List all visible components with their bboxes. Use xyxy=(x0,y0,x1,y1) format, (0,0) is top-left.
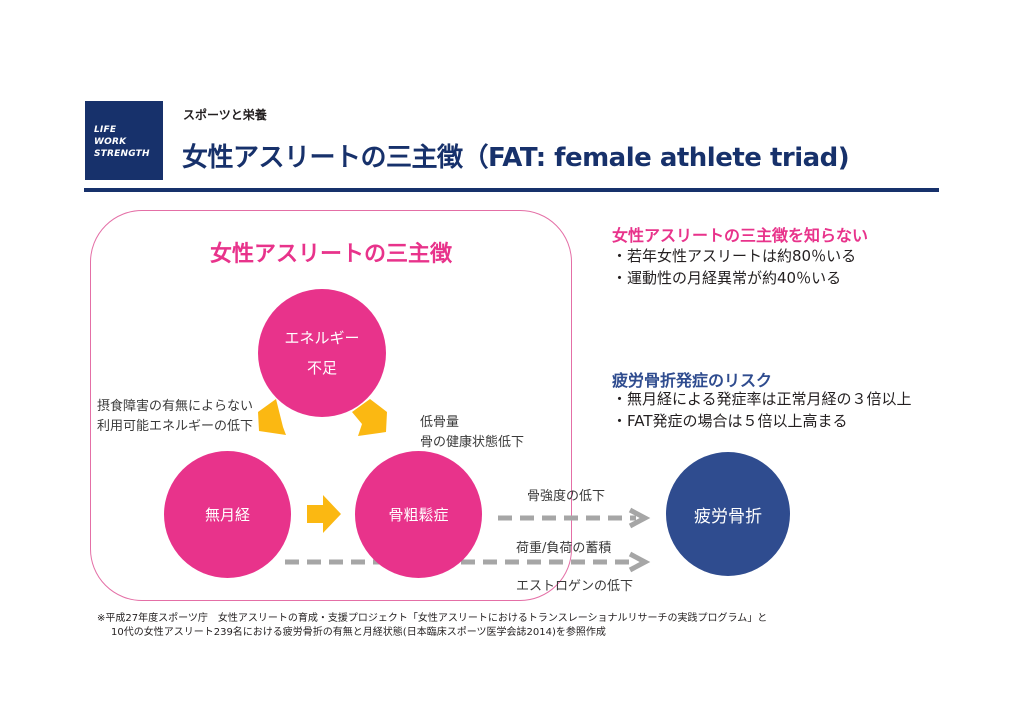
title-divider xyxy=(84,188,939,192)
source-note: ※平成27年度スポーツ庁 女性アスリートの育成・支援プロジェクト「女性アスリート… xyxy=(97,612,767,640)
brand-logo: LIFE WORK STRENGTH xyxy=(85,101,163,180)
unaware-item: ・若年女性アスリートは約80％いる xyxy=(612,247,857,265)
dash-load-head xyxy=(628,551,651,573)
arrow-right-down xyxy=(352,399,387,436)
source-line2: 10代の女性アスリート239名における疲労骨折の有無と月経状態(日本臨床スポーツ… xyxy=(111,627,606,638)
node-stress-fracture: 疲労骨折 xyxy=(666,452,790,576)
risk-heading: 疲労骨折発症のリスク xyxy=(612,371,773,390)
triad-frame xyxy=(90,210,572,601)
unaware-item: ・運動性の月経異常が約40％いる xyxy=(612,269,842,287)
node-amenorrhea: 無月経 xyxy=(164,451,291,578)
risk-item: ・FAT発症の場合は５倍以上高まる xyxy=(612,412,848,430)
unaware-list: ・若年女性アスリートは約80％いる ・運動性の月経異常が約40％いる xyxy=(612,245,856,289)
note-right-line2: 骨の健康状態低下 xyxy=(420,435,525,450)
category-label: スポーツと栄養 xyxy=(183,108,267,122)
arrow-left-down xyxy=(258,399,286,435)
note-left-line2: 利用可能エネルギーの低下 xyxy=(97,419,254,434)
page-title: 女性アスリートの三主徴（FAT: female athlete triad) xyxy=(182,143,850,173)
node-osteoporosis-label: 骨粗鬆症 xyxy=(388,506,449,524)
note-low-bone-mass: 低骨量 骨の健康状態低下 xyxy=(420,413,524,453)
node-amenorrhea-label: 無月経 xyxy=(204,506,250,524)
arrow-amen-to-osteo xyxy=(307,495,341,533)
node-energy-line2: 不足 xyxy=(306,359,337,377)
risk-list: ・無月経による発症率は正常月経の３倍以上 ・FAT発症の場合は５倍以上高まる xyxy=(612,388,912,432)
logo-text-life: LIFE xyxy=(94,125,117,135)
node-energy-line1: エネルギー xyxy=(284,329,360,347)
dash-bone-strength-head xyxy=(628,507,651,529)
unaware-heading: 女性アスリートの三主徴を知らない xyxy=(612,226,869,245)
note-energy-availability: 摂食障害の有無によらない 利用可能エネルギーの低下 xyxy=(97,397,253,437)
node-energy-deficiency: エネルギー 不足 xyxy=(258,289,386,417)
triad-title: 女性アスリートの三主徴 xyxy=(209,242,452,267)
label-load: 荷重/負荷の蓄積 xyxy=(516,541,612,556)
logo-text-strength: STRENGTH xyxy=(94,149,150,159)
node-osteoporosis: 骨粗鬆症 xyxy=(355,451,482,578)
note-left-line1: 摂食障害の有無によらない xyxy=(97,399,254,414)
node-stress-fracture-label: 疲労骨折 xyxy=(694,506,762,527)
logo-text-work: WORK xyxy=(94,137,127,147)
note-right-line1: 低骨量 xyxy=(420,415,460,430)
risk-item: ・無月経による発症率は正常月経の３倍以上 xyxy=(612,390,912,408)
label-bone-strength: 骨強度の低下 xyxy=(527,489,606,504)
label-estrogen: エストロゲンの低下 xyxy=(516,579,634,594)
source-line1: ※平成27年度スポーツ庁 女性アスリートの育成・支援プロジェクト「女性アスリート… xyxy=(97,613,768,624)
